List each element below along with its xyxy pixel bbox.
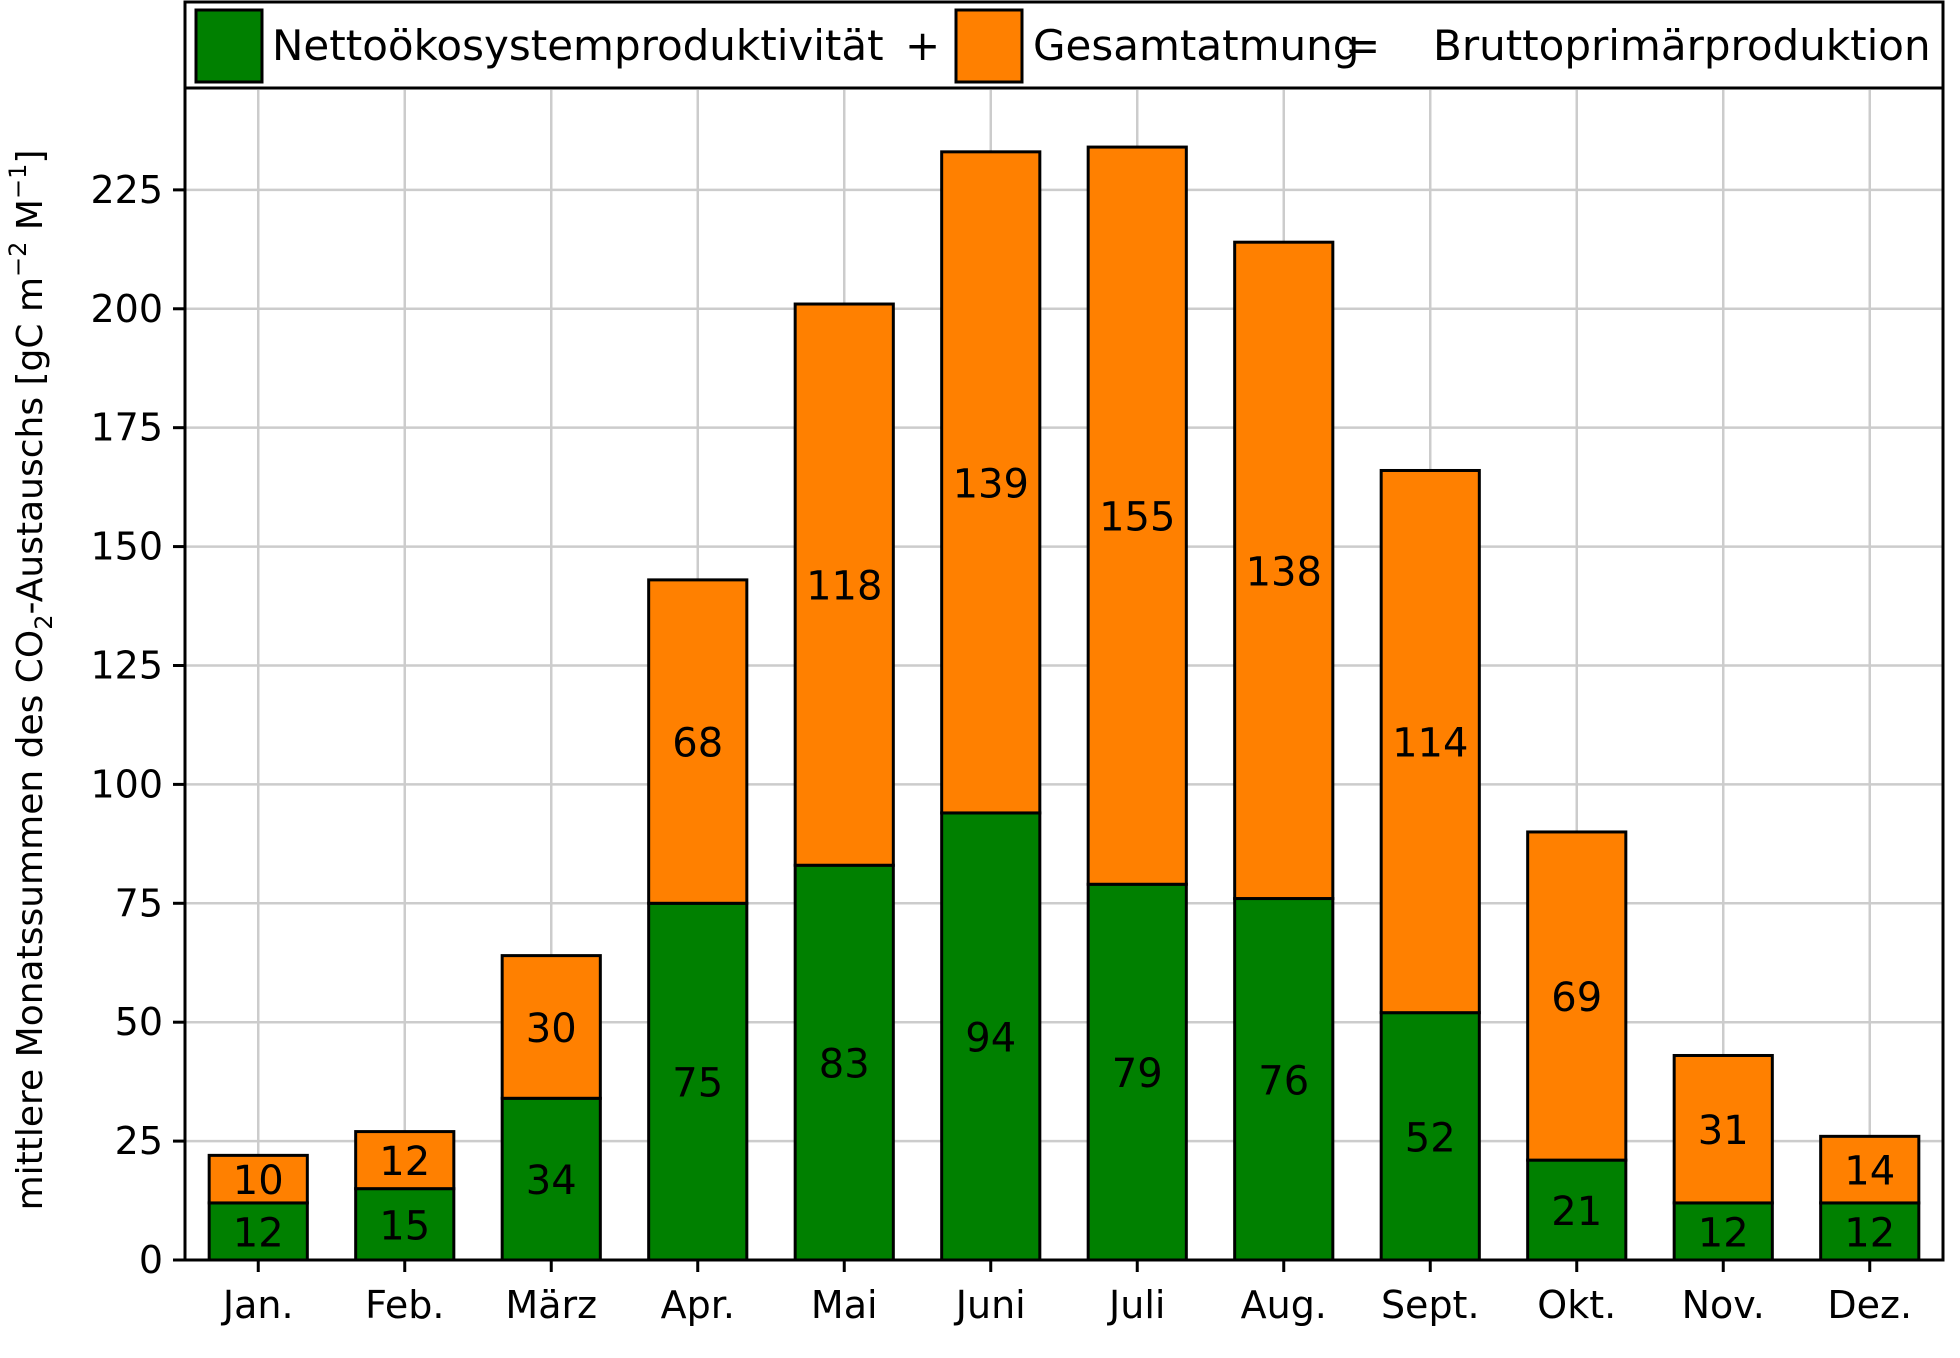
bar-value-label: 138 [1246, 549, 1322, 595]
bar-value-label: 14 [1844, 1149, 1895, 1195]
y-tick-label: 25 [115, 1119, 163, 1163]
bar-value-label: 69 [1551, 975, 1602, 1021]
y-axis-title: mittlere Monatssummen des CO2-Austauschs… [4, 150, 58, 1211]
y-tick-label: 75 [115, 881, 163, 925]
bar-segment [500, 954, 602, 1100]
x-tick-label: Apr. [661, 1283, 735, 1327]
bar-value-label: 34 [526, 1158, 577, 1204]
x-tick-label: Jan. [221, 1283, 294, 1327]
x-tick-label: März [505, 1283, 597, 1327]
bar-segment [793, 302, 895, 867]
bar-value-label: 15 [379, 1203, 430, 1249]
bar-value-label: 12 [1698, 1210, 1749, 1256]
bars: 12 10 15 12 34 30 75 68 83 118 94 139 79 155 76 138 52 11… [207, 145, 1921, 1262]
bar-segment [1379, 1011, 1481, 1262]
bar-value-label: 21 [1551, 1189, 1602, 1235]
y-axis-ticks: 0 25 50 75 100 125 150 175 200 225 [90, 168, 185, 1282]
bar-segment [1379, 468, 1481, 1015]
bar-value-label: 75 [672, 1061, 723, 1107]
y-tick-label: 175 [90, 406, 163, 450]
bar-segment [1819, 1201, 1921, 1262]
legend-operator-equals: = [1345, 21, 1380, 70]
bar-segment [1526, 830, 1628, 1162]
y-tick-label: 225 [90, 168, 163, 212]
legend-frame [183, 0, 1945, 90]
bar-value-label: 83 [819, 1042, 870, 1088]
legend: Nettoökosystemproduktivität + Gesamtatmu… [183, 0, 1945, 90]
bar-segment [1819, 1134, 1921, 1205]
bar-segment [793, 863, 895, 1262]
bar-segment [500, 1096, 602, 1262]
bar-value-label: 30 [526, 1006, 577, 1052]
legend-operator-plus: + [905, 21, 940, 70]
x-axis-ticks: Jan. Feb. März Apr. Mai Juni Juli Aug. Sept. Okt.… [221, 1260, 1912, 1327]
bar-value-label: 12 [379, 1139, 430, 1185]
bar-value-label: 68 [672, 721, 723, 767]
bar-segment [354, 1130, 456, 1191]
legend-swatch-net [194, 8, 264, 84]
x-tick-label: Juli [1107, 1283, 1165, 1327]
bar-value-label: 118 [806, 564, 882, 610]
legend-label-resp: Gesamtatmung [1033, 21, 1359, 70]
bar-segment [1672, 1053, 1774, 1205]
bar-value-label: 76 [1258, 1058, 1309, 1104]
x-tick-label: Okt. [1537, 1283, 1616, 1327]
bar-segment [647, 578, 749, 905]
bar-segment [1086, 145, 1188, 886]
x-tick-label: Juni [954, 1283, 1026, 1327]
bar-segment [1233, 240, 1335, 901]
legend-label-result: Bruttoprimärproduktion [1433, 21, 1931, 70]
bar-segment [1233, 897, 1335, 1262]
bar-value-label: 114 [1392, 721, 1468, 767]
bar-value-label: 79 [1112, 1051, 1163, 1097]
x-tick-label: Nov. [1682, 1283, 1765, 1327]
y-tick-label: 150 [90, 525, 163, 569]
y-tick-label: 100 [90, 762, 163, 806]
y-tick-label: 200 [90, 287, 163, 331]
x-tick-label: Sept. [1381, 1283, 1480, 1327]
bar-segment [647, 901, 749, 1262]
bar-value-label: 155 [1099, 495, 1175, 541]
bar-segment [207, 1153, 309, 1205]
legend-label-net: Nettoökosystemproduktivität [272, 21, 884, 70]
x-tick-label: Aug. [1241, 1283, 1327, 1327]
legend-swatch-resp [954, 8, 1024, 84]
bar-segment [940, 150, 1042, 815]
bar-value-label: 31 [1698, 1108, 1749, 1154]
y-tick-label: 50 [115, 1000, 163, 1044]
bar-value-label: 12 [233, 1210, 284, 1256]
bar-value-label: 12 [1844, 1210, 1895, 1256]
x-tick-label: Feb. [365, 1283, 444, 1327]
bar-value-label: 10 [233, 1158, 284, 1204]
bar-value-label: 52 [1405, 1115, 1456, 1161]
y-tick-label: 125 [90, 643, 163, 687]
bar-value-label: 139 [953, 461, 1029, 507]
y-tick-label: 0 [139, 1238, 163, 1282]
bar-value-label: 94 [965, 1015, 1016, 1061]
x-tick-label: Dez. [1827, 1283, 1912, 1327]
x-tick-label: Mai [811, 1283, 878, 1327]
